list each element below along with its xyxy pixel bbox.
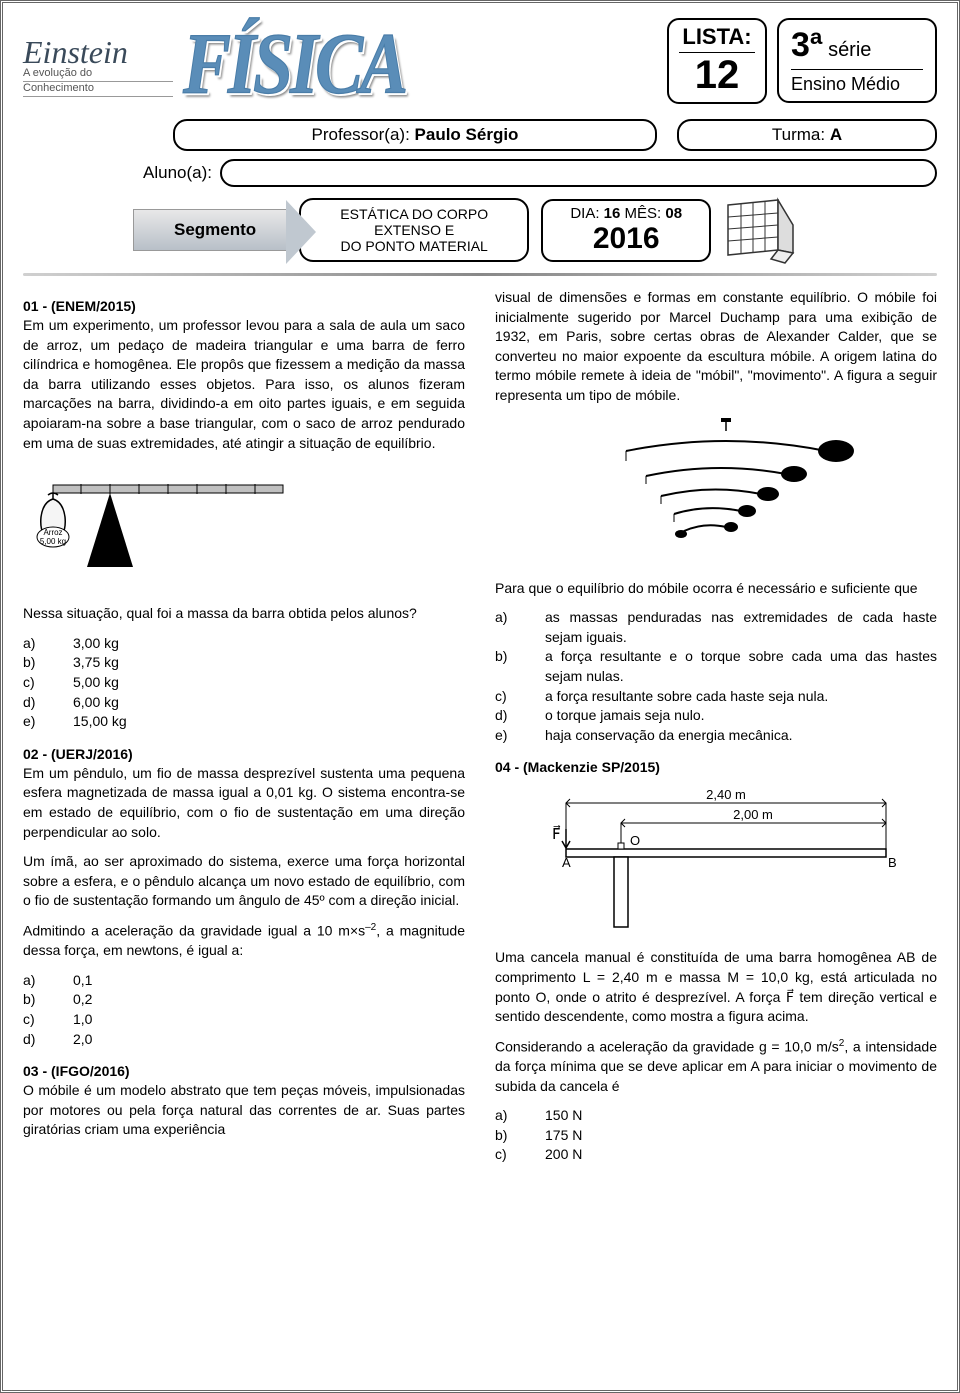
q2-text3: Admitindo a aceleração da gravidade igua…	[23, 921, 465, 961]
q2-header: 02 - (UERJ/2016)	[23, 746, 465, 762]
q1-opts: a)3,00 kg b)3,75 kg c)5,00 kg d)6,00 kg …	[23, 634, 465, 732]
professor-box: Professor(a): Paulo Sérgio	[173, 119, 657, 151]
professor-row: Professor(a): Paulo Sérgio Turma: A	[23, 119, 937, 151]
logo-box: Einstein A evolução do Conhecimento	[23, 18, 173, 97]
segment-label: Segmento	[174, 220, 256, 239]
month-value: 08	[665, 205, 682, 222]
aluno-label: Aluno(a):	[143, 163, 212, 183]
q4-opt-a: a)150 N	[495, 1106, 937, 1126]
topic-box: ESTÁTICA DO CORPO EXTENSO E DO PONTO MAT…	[299, 198, 529, 262]
lista-number: 12	[679, 53, 755, 98]
topic-line1: ESTÁTICA DO CORPO EXTENSO E	[315, 206, 513, 238]
q2-opt-d: d)2,0	[23, 1030, 465, 1050]
logo-name: Einstein	[23, 38, 173, 67]
q1-figure: Arroz 5,00 kg	[23, 467, 465, 590]
professor-prefix: Professor(a):	[312, 125, 415, 144]
q1-opt-c: c)5,00 kg	[23, 673, 465, 693]
q2-text1: Em um pêndulo, um fio de massa desprezív…	[23, 764, 465, 842]
bag-label2: 5,00 kg	[40, 537, 66, 546]
serie-box: 3ª série Ensino Médio	[777, 18, 937, 103]
svg-text:2,40 m: 2,40 m	[706, 787, 746, 802]
q4-text2: Considerando a aceleração da gravidade g…	[495, 1037, 937, 1096]
day-value: 16	[604, 205, 621, 222]
header-divider	[23, 273, 937, 276]
month-label: MÊS:	[620, 205, 665, 222]
turma-value: A	[830, 125, 842, 144]
q1-opt-b: b)3,75 kg	[23, 653, 465, 673]
header-row: Einstein A evolução do Conhecimento FÍSI…	[23, 18, 937, 111]
date-top: DIA: 16 MÊS: 08	[555, 205, 697, 222]
professor-name: Paulo Sérgio	[415, 125, 519, 144]
turma-prefix: Turma:	[772, 125, 830, 144]
segment-row: Segmento ESTÁTICA DO CORPO EXTENSO E DO …	[23, 195, 937, 265]
subject-title: FÍSICA	[183, 15, 405, 115]
q4-opt-b: b)175 N	[495, 1126, 937, 1146]
q2-text2: Um ímã, ao ser aproximado do sistema, ex…	[23, 852, 465, 911]
serie-label: série	[828, 39, 871, 61]
q1-prompt: Nessa situação, qual foi a massa da barr…	[23, 604, 465, 624]
lista-label: LISTA:	[679, 24, 755, 53]
lista-box: LISTA: 12	[667, 18, 767, 104]
subject-title-box: FÍSICA	[183, 18, 657, 111]
q3-header: 03 - (IFGO/2016)	[23, 1063, 465, 1079]
svg-text:O: O	[630, 833, 640, 848]
q1-header: 01 - (ENEM/2015)	[23, 298, 465, 314]
day-label: DIA:	[570, 205, 603, 222]
aluno-field[interactable]	[220, 159, 937, 187]
col-left: 01 - (ENEM/2015) Em um experimento, um p…	[23, 288, 465, 1179]
topic-line2: DO PONTO MATERIAL	[315, 238, 513, 254]
q3-opts: a)as massas penduradas nas extremidades …	[495, 608, 937, 745]
logo-tagline2: Conhecimento	[23, 82, 173, 97]
year-value: 2016	[555, 222, 697, 256]
q1-text: Em um experimento, um professor levou pa…	[23, 316, 465, 453]
bag-label1: Arroz	[43, 528, 62, 537]
serie-number: 3ª	[791, 26, 823, 64]
q3-text-left: O móbile é um modelo abstrato que tem pe…	[23, 1081, 465, 1140]
content: 01 - (ENEM/2015) Em um experimento, um p…	[23, 288, 937, 1179]
q3-opt-c: c)a força resultante sobre cada haste se…	[495, 687, 937, 707]
q2-opt-a: a)0,1	[23, 971, 465, 991]
segment-arrow: Segmento	[133, 209, 287, 251]
q3-opt-a: a)as massas penduradas nas extremidades …	[495, 608, 937, 647]
serie-divider	[791, 69, 923, 70]
q2-opts: a)0,1 b)0,2 c)1,0 d)2,0	[23, 971, 465, 1049]
q3-prompt: Para que o equilíbrio do móbile ocorra é…	[495, 579, 937, 599]
page-container: Einstein A evolução do Conhecimento FÍSI…	[0, 0, 960, 1393]
q3-text-right: visual de dimensões e formas em constant…	[495, 288, 937, 406]
q3-figure	[495, 416, 937, 569]
q3-opt-b: b)a força resultante e o torque sobre ca…	[495, 647, 937, 686]
svg-text:A: A	[562, 855, 571, 870]
q4-figure: 2,40 m 2,00 m O A	[495, 785, 937, 938]
aluno-row: Aluno(a):	[23, 159, 937, 187]
date-box: DIA: 16 MÊS: 08 2016	[541, 199, 711, 262]
q1-opt-a: a)3,00 kg	[23, 634, 465, 654]
q3-opt-e: e)haja conservação da energia mecânica.	[495, 726, 937, 746]
q4-header: 04 - (Mackenzie SP/2015)	[495, 759, 937, 775]
q4-opt-c: c)200 N	[495, 1145, 937, 1165]
q1-opt-e: e)15,00 kg	[23, 712, 465, 732]
serie-top: 3ª série	[791, 26, 923, 65]
q2-opt-b: b)0,2	[23, 990, 465, 1010]
serie-level: Ensino Médio	[791, 74, 923, 95]
turma-box: Turma: A	[677, 119, 937, 151]
q4-text1: Uma cancela manual é constituída de uma …	[495, 948, 937, 1026]
col-right: visual de dimensões e formas em constant…	[495, 288, 937, 1179]
q1-opt-d: d)6,00 kg	[23, 693, 465, 713]
svg-text:F⃗: F⃗	[552, 825, 561, 844]
calendar-icon	[723, 195, 803, 265]
q4-opts: a)150 N b)175 N c)200 N	[495, 1106, 937, 1165]
q2-opt-c: c)1,0	[23, 1010, 465, 1030]
svg-text:2,00 m: 2,00 m	[733, 807, 773, 822]
q3-opt-d: d)o torque jamais seja nulo.	[495, 706, 937, 726]
svg-text:B: B	[888, 855, 897, 870]
